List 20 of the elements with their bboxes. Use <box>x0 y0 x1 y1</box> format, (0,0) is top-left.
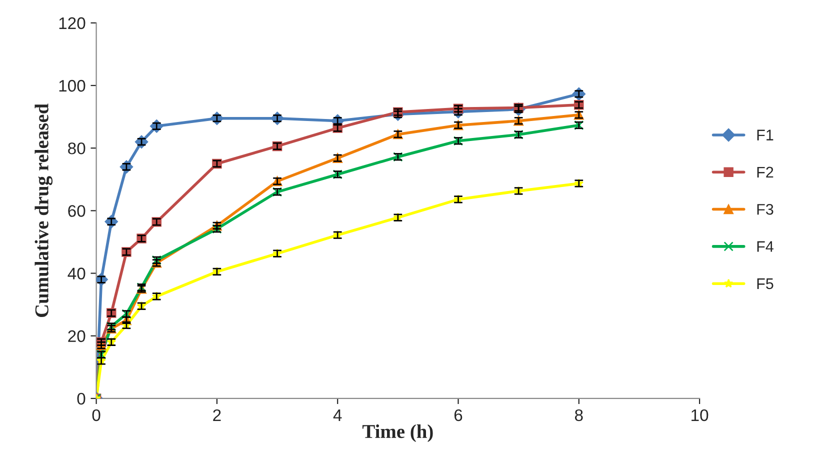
x-tick-label: 10 <box>692 409 708 422</box>
y-tick-label: 100 <box>59 80 86 92</box>
y-tick-label: 0 <box>77 392 86 405</box>
legend-label: F4 <box>757 241 774 252</box>
y-tick-label: 80 <box>68 142 86 154</box>
legend-label: F2 <box>757 166 774 178</box>
y-tick-label: 120 <box>59 17 86 30</box>
x-tick-label: 4 <box>333 409 342 421</box>
legend-label: F3 <box>757 204 774 215</box>
legend-label: F5 <box>757 278 774 290</box>
x-tick-label: 6 <box>454 409 462 422</box>
x-tick-label: 2 <box>213 409 221 421</box>
x-axis-title: Time (h) <box>362 424 433 442</box>
y-tick-label: 40 <box>68 268 86 280</box>
y-tick-label: 60 <box>68 205 86 217</box>
x-tick-label: 0 <box>92 409 100 422</box>
x-tick-label: 8 <box>574 409 583 422</box>
legend-label: F1 <box>757 130 774 140</box>
y-axis-title: Cumulative drug released <box>34 104 53 318</box>
y-tick-label: 20 <box>68 330 86 342</box>
